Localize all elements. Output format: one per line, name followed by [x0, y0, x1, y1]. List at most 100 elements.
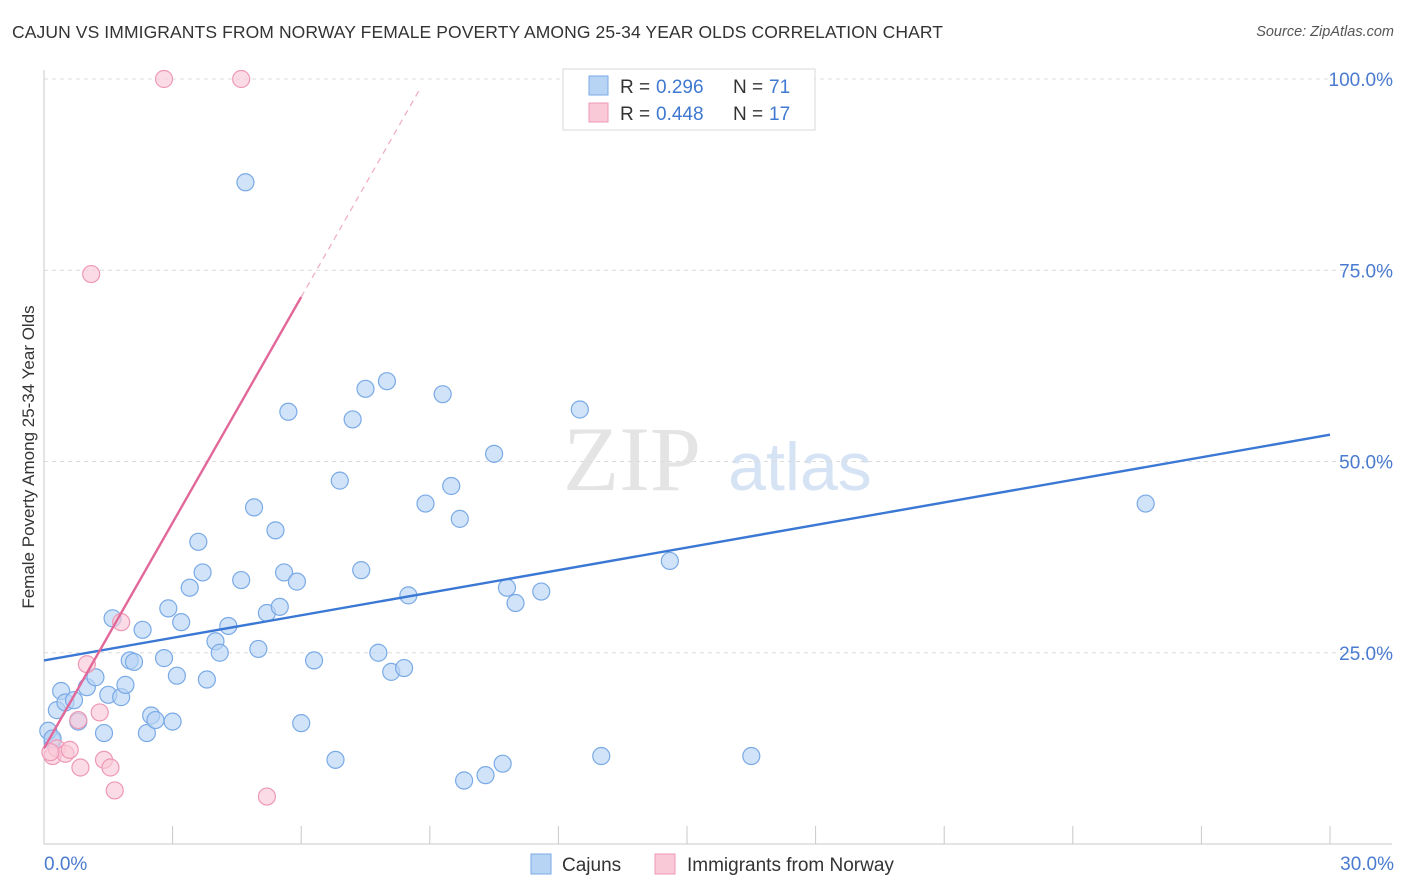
axes — [43, 70, 1392, 845]
point-cajun — [266, 521, 285, 540]
y-tick-label: 25.0% — [1339, 644, 1393, 665]
point-cajun — [493, 754, 512, 773]
point-cajun — [292, 714, 311, 733]
point-cajun — [279, 402, 298, 421]
point-cajun — [189, 532, 208, 551]
point-cajun — [450, 509, 469, 528]
point-cajun — [244, 498, 264, 517]
y-axis-label: Female Poverty Among 25-34 Year Olds — [19, 305, 38, 608]
point-norway — [105, 781, 124, 800]
point-norway — [101, 758, 120, 777]
point-cajun — [343, 410, 362, 429]
point-cajun — [167, 666, 186, 685]
legend-r-label-cajuns: R = — [620, 77, 650, 98]
bottom-legend-label-cajuns: Cajuns — [562, 855, 621, 876]
point-cajun — [197, 670, 216, 689]
point-norway — [60, 740, 79, 760]
point-cajun — [369, 643, 388, 662]
point-cajun — [326, 750, 345, 769]
point-norway — [232, 69, 251, 89]
bottom-legend-label-norway: Immigrants from Norway — [687, 855, 894, 876]
series-norway — [41, 69, 277, 806]
point-cajun — [442, 476, 461, 496]
x-tick-label-max: 30.0% — [1340, 854, 1394, 875]
point-cajun — [1136, 494, 1155, 513]
point-cajun — [476, 766, 495, 785]
legend-r-value-cajuns: 0.296 — [656, 77, 704, 98]
point-cajun — [377, 372, 397, 391]
point-cajun — [274, 563, 294, 582]
trend-line-cajuns — [43, 433, 1331, 662]
point-cajun — [154, 649, 174, 668]
point-cajun — [304, 651, 324, 670]
point-cajun — [506, 593, 525, 613]
trend-lines — [42, 86, 1331, 749]
legend: R = 0.296 N = 71 R = 0.448 N = 17 — [562, 68, 816, 131]
point-cajun — [497, 578, 517, 597]
point-cajun — [133, 620, 152, 639]
point-cajun — [352, 561, 371, 580]
trend-line-norway — [42, 296, 303, 749]
point-norway — [69, 710, 88, 730]
point-cajun — [137, 723, 156, 743]
point-norway — [82, 264, 101, 284]
point-cajun — [172, 613, 191, 632]
point-cajun — [193, 563, 212, 582]
trend-line-norway-extension — [300, 86, 422, 298]
point-cajun — [356, 379, 375, 398]
point-cajun — [116, 675, 135, 694]
bottom-legend-swatch-cajuns — [530, 853, 552, 875]
point-cajun — [180, 578, 199, 597]
point-cajun — [236, 173, 255, 192]
point-cajun — [249, 639, 268, 659]
point-norway — [154, 69, 174, 89]
legend-swatch-cajuns — [588, 75, 609, 96]
point-cajun — [287, 572, 307, 591]
legend-n-label-norway: N = — [733, 104, 763, 125]
point-cajun — [532, 582, 551, 601]
legend-r-value-norway: 0.448 — [656, 104, 704, 125]
point-cajun — [742, 746, 761, 766]
point-cajun — [330, 471, 349, 490]
y-tick-label: 75.0% — [1339, 261, 1393, 282]
legend-n-label-cajuns: N = — [733, 77, 763, 98]
point-norway — [90, 703, 109, 722]
point-cajun — [124, 652, 144, 672]
bottom-legend: Cajuns Immigrants from Norway — [530, 853, 894, 876]
point-cajun — [94, 723, 114, 743]
gridlines — [44, 78, 1392, 654]
source-label: Source: ZipAtlas.com — [1256, 24, 1394, 40]
point-norway — [71, 758, 90, 777]
point-cajun — [660, 551, 679, 571]
y-tick-label: 50.0% — [1339, 453, 1393, 474]
point-cajun — [270, 597, 289, 616]
watermark: ZIP atlas — [563, 408, 872, 510]
point-cajun — [394, 658, 414, 678]
legend-r-label-norway: R = — [620, 104, 650, 125]
point-cajun — [163, 712, 182, 731]
point-cajun — [485, 444, 504, 463]
point-cajun — [416, 494, 435, 513]
point-cajun — [210, 643, 229, 662]
y-tick-labels: 25.0% 50.0% 75.0% 100.0% — [1329, 70, 1394, 665]
x-tick-label-min: 0.0% — [44, 854, 87, 875]
point-cajun — [433, 385, 452, 404]
watermark-atlas: atlas — [728, 429, 872, 505]
point-cajun — [232, 570, 251, 590]
legend-swatch-norway — [588, 102, 609, 123]
point-cajun — [454, 771, 474, 790]
legend-n-value-norway: 17 — [769, 104, 790, 125]
y-tick-label: 100.0% — [1329, 70, 1394, 91]
point-norway — [257, 787, 277, 806]
point-cajun — [570, 400, 589, 419]
chart-title: CAJUN VS IMMIGRANTS FROM NORWAY FEMALE P… — [12, 22, 944, 42]
point-cajun — [592, 746, 611, 766]
x-ticks — [43, 826, 1331, 844]
point-cajun — [146, 710, 165, 730]
point-cajun — [159, 599, 178, 618]
watermark-zip: ZIP — [563, 408, 701, 510]
point-cajun — [86, 668, 105, 687]
bottom-legend-swatch-norway — [654, 853, 676, 875]
point-norway — [41, 743, 60, 762]
